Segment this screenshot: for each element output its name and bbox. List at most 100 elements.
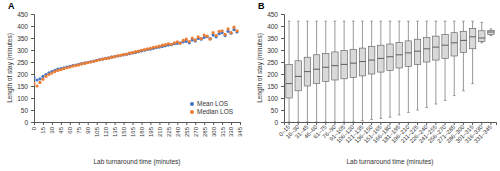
point [194,38,197,41]
point [107,57,110,60]
box-group [387,21,393,117]
box-group [359,21,365,121]
point [68,65,71,68]
x-tick-mark [240,122,241,125]
y-tick-mark [31,122,34,123]
legend-marker [190,102,194,106]
x-tick-mark [61,122,62,125]
x-tick-mark [97,122,98,125]
y-tick-mark [281,38,284,39]
y-tick-mark [281,26,284,27]
point [50,71,53,74]
box [396,42,402,68]
box [313,55,319,84]
whisker-cap-low [425,107,428,108]
median [442,45,448,46]
point [74,64,77,67]
whisker-cap-high [389,21,392,22]
x-tick: 195 [148,122,154,137]
x-tick-mark [213,122,214,125]
whisker-cap-low [343,122,346,123]
y-tick-label: 250 [17,59,28,66]
point [95,59,98,62]
median [414,51,420,52]
y-tick-label: 300 [267,47,278,54]
y-tick-label: 100 [17,95,28,102]
point [92,59,95,62]
x-tick-mark [70,122,71,125]
x-tick-label: 30 [49,126,55,133]
x-tick-mark [79,122,80,125]
y-tick-label: 450 [267,11,278,18]
point [173,42,176,45]
point [203,34,206,37]
y-tick: 250 [267,59,284,66]
x-tick: 105 [94,122,100,137]
x-axis-title: Lab turnaround time (minutes) [346,158,433,166]
x-tick-label: 135 [112,126,118,137]
point [101,58,104,61]
median [313,69,319,70]
point [137,50,140,53]
whisker-cap-low [370,119,373,120]
x-tick: 45 [58,122,64,134]
whisker-cap-high [315,21,318,22]
point [140,49,143,52]
whisker-cap-high [453,21,456,22]
box-group [396,21,402,115]
y-axis-line [281,15,285,123]
y-tick: 100 [267,95,284,102]
x-tick-mark [168,122,169,125]
point [206,34,209,37]
point [83,61,86,64]
x-tick: 240 [175,122,181,137]
y-tick-label: 50 [271,107,279,114]
x-tick-mark [371,122,372,125]
y-axis-title: Length of stay (minutes) [256,33,264,103]
y-tick: 200 [267,71,284,78]
point [110,56,113,59]
x-tick-mark [334,122,335,125]
y-tick: 0 [274,119,284,126]
point [128,52,131,55]
box [359,48,365,76]
median [359,61,365,62]
x-tick-mark [106,122,107,125]
box-group [479,22,485,42]
point [125,53,128,56]
whisker-cap-high [324,21,327,22]
x-tick: 225 [166,122,172,137]
x-axis-line [285,123,497,126]
x-tick: 0 [31,122,37,130]
whisker-cap-low [324,122,327,123]
box [433,36,439,60]
point [143,48,146,51]
point [110,56,113,59]
x-tick-mark [43,122,44,125]
box [414,39,420,64]
y-tick-mark [31,62,34,63]
y-tick: 50 [271,107,284,114]
point [235,29,238,32]
x-tick-mark [222,122,223,125]
point [164,44,167,47]
point [95,59,98,62]
median [341,64,347,65]
y-tick-mark [281,74,284,75]
x-tick-label: 45 [58,126,64,133]
y-tick: 300 [17,47,34,54]
x-tick: 15 [40,122,46,134]
point [161,44,164,47]
box-group [313,21,319,122]
y-tick-mark [31,86,34,87]
legend-marker [190,110,194,114]
y-tick-label: 0 [24,119,28,126]
whisker-cap-low [453,95,456,96]
point [98,58,101,61]
x-tick: 30 [49,122,55,134]
whisker-cap-low [462,90,465,91]
point [146,48,149,51]
x-tick: 120 [103,122,109,137]
x-tick-mark [390,122,391,125]
x-tick: 315 [220,122,226,137]
